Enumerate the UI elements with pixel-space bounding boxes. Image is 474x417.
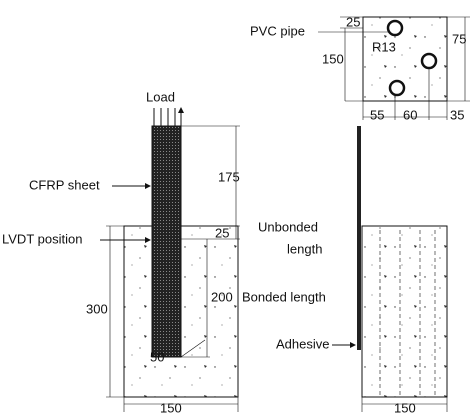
dimension: 300 — [86, 301, 108, 316]
label: Load — [146, 89, 175, 104]
front-view: Load 175 CFRP sheet LVDT position 25 300… — [2, 89, 326, 415]
top-view: PVC pipe 25 75 150 R13 55 60 35 — [250, 14, 470, 122]
dimension: 50 — [150, 349, 164, 364]
dimension: 25 — [346, 14, 360, 29]
label: PVC pipe — [250, 23, 305, 38]
label: length — [287, 241, 322, 256]
dimension: 200 — [211, 289, 233, 304]
dimension: 150 — [394, 400, 416, 415]
label: Bonded length — [242, 289, 326, 304]
label: Adhesive — [276, 336, 329, 351]
dimension: 150 — [322, 51, 344, 66]
label: CFRP sheet — [29, 177, 100, 192]
dimension: 175 — [218, 169, 240, 184]
side-view: Unbonded length Adhesive 150 — [258, 126, 448, 415]
dimension: 35 — [450, 107, 464, 122]
dimension: 75 — [452, 31, 466, 46]
dimension: 55 — [370, 107, 384, 122]
label: Unbonded — [258, 219, 318, 234]
dimension: 60 — [403, 107, 417, 122]
dimension: 150 — [160, 400, 182, 415]
label: R13 — [372, 39, 396, 54]
dimension: 25 — [215, 225, 229, 240]
label: LVDT position — [2, 231, 82, 246]
